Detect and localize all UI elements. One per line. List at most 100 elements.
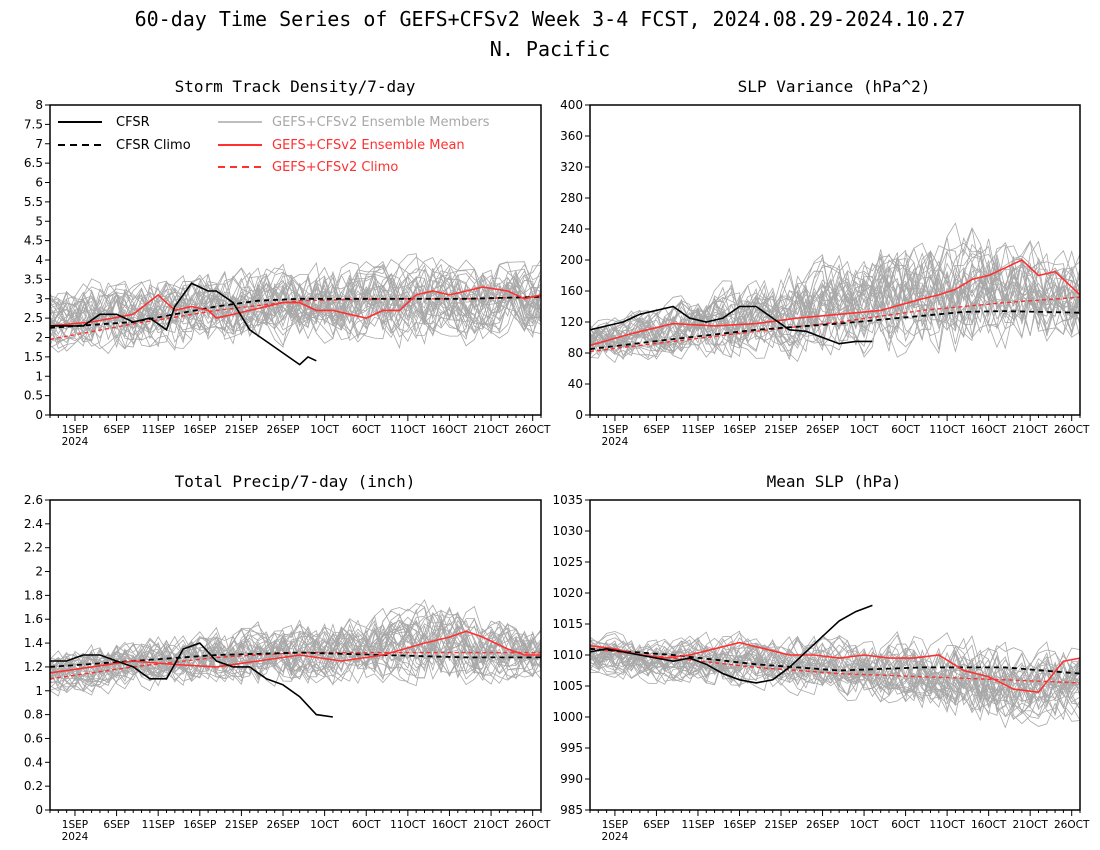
total-precip-member-line [50, 603, 541, 672]
slp-variance-xtick-label: 16OCT [971, 424, 1007, 436]
mean-slp-year-label: 2024 [602, 831, 629, 843]
mean-slp-ytick-label: 1010 [552, 648, 583, 662]
slp-variance-ytick-label: 120 [560, 315, 583, 329]
storm-track-ytick-label: 7 [35, 137, 43, 151]
mean-slp-plot-area [590, 604, 1080, 729]
mean-slp-member-line [590, 645, 1080, 729]
legend-ens-mean-label: GEFS+CFSv2 Ensemble Mean [272, 138, 465, 153]
total-precip-cfsr-line [50, 642, 334, 718]
mean-slp-ytick-label: 985 [560, 803, 583, 817]
mean-slp-member-line [590, 630, 1080, 695]
mean-slp-title: Mean SLP (hPa) [767, 472, 902, 491]
storm-track-ytick-label: 4.5 [24, 234, 43, 248]
mean-slp-xtick-label: 6SEP [643, 819, 669, 831]
mean-slp-panel: Mean SLP (hPa) 985 990 995 1000 1005 1010 1015… [552, 472, 1090, 843]
storm-track-ytick-label: 2 [35, 331, 43, 345]
slp-variance-xtick-label: 6SEP [643, 424, 669, 436]
mean-slp-member-line [590, 636, 1080, 702]
total-precip-xtick-label: 11OCT [390, 819, 426, 831]
storm-track-xtick-label: 26OCT [515, 424, 551, 436]
slp-variance-panel: SLP Variance (hPa^2) 0 40 80 120 160 200 240 28… [560, 77, 1090, 448]
mean-slp-cfsr-line [590, 604, 873, 684]
total-precip-member-line [50, 623, 541, 688]
storm-track-ytick-label: 6.5 [24, 156, 43, 170]
total-precip-year-label: 2024 [62, 831, 89, 843]
total-precip-member-line [50, 620, 541, 683]
total-precip-member-line [50, 618, 541, 679]
storm-track-xtick-label: 11OCT [390, 424, 426, 436]
storm-track-ytick-label: 0 [35, 408, 43, 422]
slp-variance-ytick-label: 80 [568, 346, 583, 360]
mean-slp-xtick-label: 16OCT [971, 819, 1007, 831]
storm-track-ens-mean-line [50, 286, 541, 327]
slp-variance-xtick-label: 1SEP [602, 424, 628, 436]
mean-slp-ens-mean-line [590, 641, 1080, 694]
storm-track-panel: Storm Track Density/7-day 0 0.5 1 1.5 2 2.5 3 3… [24, 77, 551, 448]
slp-variance-member-line [590, 239, 1080, 352]
mean-slp-xtick-label: 1OCT [850, 819, 879, 831]
mean-slp-xtick-label: 26OCT [1054, 819, 1090, 831]
total-precip-panel: Total Precip/7-day (inch) 0 0.2 0.4 0.6 0.8 1… [24, 472, 551, 843]
slp-variance-xtick-label: 1OCT [850, 424, 879, 436]
mean-slp-ytick-label: 1015 [552, 617, 583, 631]
slp-variance-cfsr-line [590, 305, 873, 345]
storm-track-ytick-label: 8 [35, 98, 43, 112]
slp-variance-ytick-label: 320 [560, 160, 583, 174]
mean-slp-xtick-label: 26SEP [806, 819, 839, 831]
slp-variance-xtick-label: 26OCT [1054, 424, 1090, 436]
slp-variance-member-line [590, 250, 1080, 351]
storm-track-xtick-label: 6OCT [352, 424, 381, 436]
mean-slp-ytick-label: 990 [560, 772, 583, 786]
mean-slp-climo-line [590, 648, 1080, 684]
storm-track-member-line [50, 269, 541, 333]
total-precip-plot-area [50, 599, 541, 718]
total-precip-ytick-label: 1.2 [24, 660, 43, 674]
legend-climo-label: GEFS+CFSv2 Climo [272, 160, 398, 175]
total-precip-ytick-label: 1.8 [24, 588, 43, 602]
total-precip-ytick-label: 0.8 [24, 708, 43, 722]
slp-variance-xtick-label: 21SEP [765, 424, 798, 436]
total-precip-ytick-label: 0.6 [24, 731, 43, 745]
mean-slp-member-line [590, 646, 1080, 721]
storm-track-xtick-label: 16SEP [183, 424, 216, 436]
storm-track-ytick-label: 0.5 [24, 389, 43, 403]
mean-slp-xtick-label: 21OCT [1012, 819, 1048, 831]
figure-subtitle: N. Pacific [490, 37, 610, 61]
storm-track-xtick-label: 26SEP [267, 424, 300, 436]
mean-slp-ytick-label: 1030 [552, 524, 583, 538]
total-precip-xtick-label: 1OCT [310, 819, 339, 831]
mean-slp-ytick-label: 995 [560, 741, 583, 755]
total-precip-xtick-label: 6OCT [352, 819, 381, 831]
slp-variance-member-line [590, 261, 1080, 359]
total-precip-member-line [50, 623, 541, 692]
total-precip-xtick-label: 26OCT [515, 819, 551, 831]
slp-variance-member-line [590, 242, 1080, 352]
legend-cfsr-climo-label: CFSR Climo [116, 138, 191, 153]
storm-track-member-line [50, 261, 541, 326]
slp-variance-ytick-label: 240 [560, 222, 583, 236]
slp-variance-xtick-label: 16SEP [723, 424, 756, 436]
mean-slp-xtick-label: 11OCT [929, 819, 965, 831]
storm-track-ytick-label: 3 [35, 292, 43, 306]
total-precip-ytick-label: 1.4 [24, 636, 43, 650]
slp-variance-frame [589, 104, 1081, 416]
storm-track-xtick-label: 11SEP [142, 424, 175, 436]
storm-track-ytick-label: 1 [35, 369, 43, 383]
slp-variance-ytick-label: 0 [575, 408, 583, 422]
slp-variance-member-line [590, 261, 1080, 360]
storm-track-ytick-label: 1.5 [24, 350, 43, 364]
storm-track-member-line [50, 267, 541, 332]
total-precip-ytick-label: 2.2 [24, 541, 43, 555]
total-precip-xtick-label: 11SEP [142, 819, 175, 831]
storm-track-xtick-label: 1SEP [62, 424, 88, 436]
slp-variance-ytick-label: 40 [568, 377, 583, 391]
storm-track-xtick-label: 6SEP [103, 424, 129, 436]
slp-variance-ytick-label: 360 [560, 129, 583, 143]
total-precip-member-line [50, 609, 541, 680]
slp-variance-xtick-label: 6OCT [891, 424, 920, 436]
slp-variance-member-line [590, 245, 1080, 352]
slp-variance-member-line [590, 263, 1080, 353]
total-precip-ens-mean-line [50, 630, 541, 674]
slp-variance-ytick-label: 280 [560, 191, 583, 205]
